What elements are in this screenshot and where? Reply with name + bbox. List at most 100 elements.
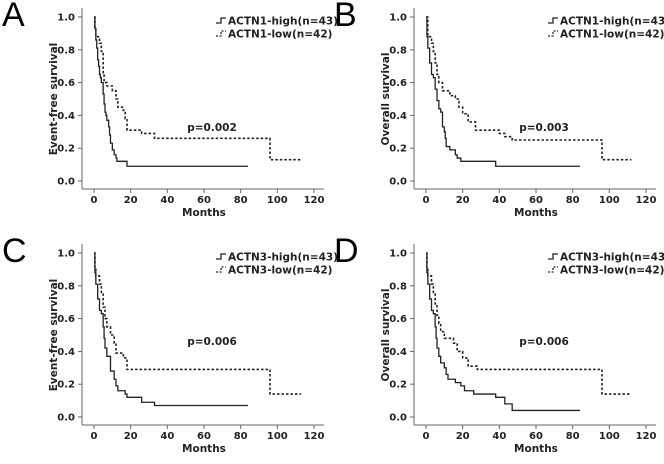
y-axis-title: Event-free survival — [48, 43, 60, 156]
y-tick-label: 0.0 — [389, 413, 407, 424]
legend-swatch — [216, 30, 226, 37]
panel-b: B 0.0 0.2 0.4 0.6 0.8 1.0 0 20 40 60 80 100 120 Month… — [332, 0, 664, 228]
p-value-annotation: p=0.006 — [187, 336, 237, 348]
y-tick-label: 0.4 — [57, 347, 75, 358]
x-tick-label: 60 — [197, 431, 211, 442]
survival-curve-low — [94, 16, 302, 161]
x-axis-title: Months — [182, 207, 226, 219]
legend-swatch — [548, 30, 558, 37]
y-tick-label: 1.0 — [389, 249, 407, 260]
panel-label: A — [2, 0, 25, 34]
x-tick-label: 120 — [304, 431, 325, 442]
legend-swatch — [216, 266, 226, 273]
y-tick-label: 0.6 — [389, 314, 407, 325]
panel-label: D — [334, 232, 359, 270]
y-tick-label: 0.6 — [57, 78, 75, 89]
y-tick-label: 1.0 — [57, 249, 75, 260]
x-tick-label: 40 — [492, 195, 506, 206]
y-tick-label: 0.4 — [389, 111, 407, 122]
km-plot: 0.0 0.2 0.4 0.6 0.8 1.0 0 20 40 60 80 100 120 Months E… — [48, 8, 338, 219]
x-tick-label: 80 — [566, 431, 580, 442]
x-tick-label: 60 — [197, 195, 211, 206]
x-axis-title: Months — [182, 443, 226, 455]
legend-label: ACTN1-high(n=43) — [228, 16, 338, 28]
x-tick-label: 120 — [304, 195, 325, 206]
x-tick-label: 0 — [423, 431, 430, 442]
y-tick-label: 0.4 — [57, 111, 75, 122]
x-tick-label: 100 — [599, 431, 620, 442]
legend-swatch — [216, 17, 226, 24]
x-tick-label: 120 — [636, 431, 657, 442]
legend-swatch — [548, 266, 558, 273]
y-tick-label: 0.2 — [57, 380, 75, 391]
x-tick-label: 40 — [160, 195, 174, 206]
survival-curve-low — [94, 252, 302, 395]
y-tick-label: 0.0 — [389, 177, 407, 188]
panel-d: D 0.0 0.2 0.4 0.6 0.8 1.0 0 20 40 60 80 100 120 Month… — [332, 232, 664, 464]
y-tick-label: 0.8 — [389, 281, 407, 292]
x-tick-label: 20 — [124, 431, 138, 442]
x-tick-label: 0 — [423, 195, 430, 206]
x-tick-label: 20 — [456, 195, 470, 206]
survival-curve-high — [426, 252, 580, 412]
panel-c: C 0.0 0.2 0.4 0.6 0.8 1.0 0 20 40 60 80 100 120 Month… — [0, 232, 338, 464]
x-tick-label: 100 — [267, 195, 288, 206]
x-tick-label: 60 — [529, 195, 543, 206]
y-tick-label: 0.8 — [389, 45, 407, 56]
y-tick-label: 0.2 — [57, 144, 75, 155]
p-value-annotation: p=0.003 — [519, 122, 569, 134]
x-tick-label: 60 — [529, 431, 543, 442]
y-tick-label: 0.8 — [57, 281, 75, 292]
y-tick-label: 0.2 — [389, 380, 407, 391]
x-axis-title: Months — [514, 443, 558, 455]
x-tick-label: 20 — [456, 431, 470, 442]
y-tick-label: 0.6 — [57, 314, 75, 325]
y-axis-title: Overall survival — [380, 53, 392, 146]
x-tick-label: 20 — [124, 195, 138, 206]
x-tick-label: 80 — [234, 195, 248, 206]
survival-curve-low — [426, 252, 632, 395]
y-tick-label: 0.4 — [389, 347, 407, 358]
survival-curve-high — [94, 252, 248, 407]
y-axis-title: Event-free survival — [48, 279, 60, 392]
panel-label: B — [334, 0, 357, 34]
y-tick-label: 0.8 — [57, 45, 75, 56]
x-tick-label: 0 — [91, 195, 98, 206]
y-tick-label: 0.6 — [389, 78, 407, 89]
x-tick-label: 0 — [91, 431, 98, 442]
x-tick-label: 100 — [599, 195, 620, 206]
legend-swatch — [548, 17, 558, 24]
y-tick-label: 0.0 — [57, 177, 75, 188]
x-tick-label: 40 — [492, 431, 506, 442]
legend-swatch — [548, 253, 558, 260]
legend-label: ACTN1-high(n=43) — [560, 16, 664, 28]
legend-label: ACTN3-high(n=43) — [228, 252, 338, 264]
y-tick-label: 0.2 — [389, 144, 407, 155]
legend-label: ACTN3-low(n=42) — [228, 265, 332, 277]
x-axis-title: Months — [514, 207, 558, 219]
p-value-annotation: p=0.006 — [519, 336, 569, 348]
legend-label: ACTN3-low(n=42) — [560, 265, 664, 277]
x-tick-label: 100 — [267, 431, 288, 442]
x-tick-label: 80 — [234, 431, 248, 442]
legend-swatch — [216, 253, 226, 260]
p-value-annotation: p=0.002 — [187, 122, 237, 134]
x-tick-label: 80 — [566, 195, 580, 206]
y-tick-label: 0.0 — [57, 413, 75, 424]
km-plot: 0.0 0.2 0.4 0.6 0.8 1.0 0 20 40 60 80 100 120 Months O… — [380, 8, 664, 219]
survival-curve-low — [426, 16, 632, 161]
panel-label: C — [2, 232, 27, 270]
legend-label: ACTN1-low(n=42) — [560, 29, 664, 41]
survival-curve-high — [426, 16, 580, 167]
legend-label: ACTN3-high(n=43) — [560, 252, 664, 264]
panel-a: A 0.0 0.2 0.4 0.6 0.8 1.0 0 20 40 60 80 100 120 Month… — [0, 0, 338, 228]
y-tick-label: 1.0 — [57, 13, 75, 24]
legend-label: ACTN1-low(n=42) — [228, 29, 332, 41]
x-tick-label: 120 — [636, 195, 657, 206]
km-plot: 0.0 0.2 0.4 0.6 0.8 1.0 0 20 40 60 80 100 120 Months E… — [48, 244, 338, 455]
survival-curve-high — [94, 16, 248, 167]
x-tick-label: 40 — [160, 431, 174, 442]
y-tick-label: 1.0 — [389, 13, 407, 24]
y-axis-title: Overall survival — [380, 289, 392, 382]
km-plot: 0.0 0.2 0.4 0.6 0.8 1.0 0 20 40 60 80 100 120 Months O… — [380, 244, 664, 455]
